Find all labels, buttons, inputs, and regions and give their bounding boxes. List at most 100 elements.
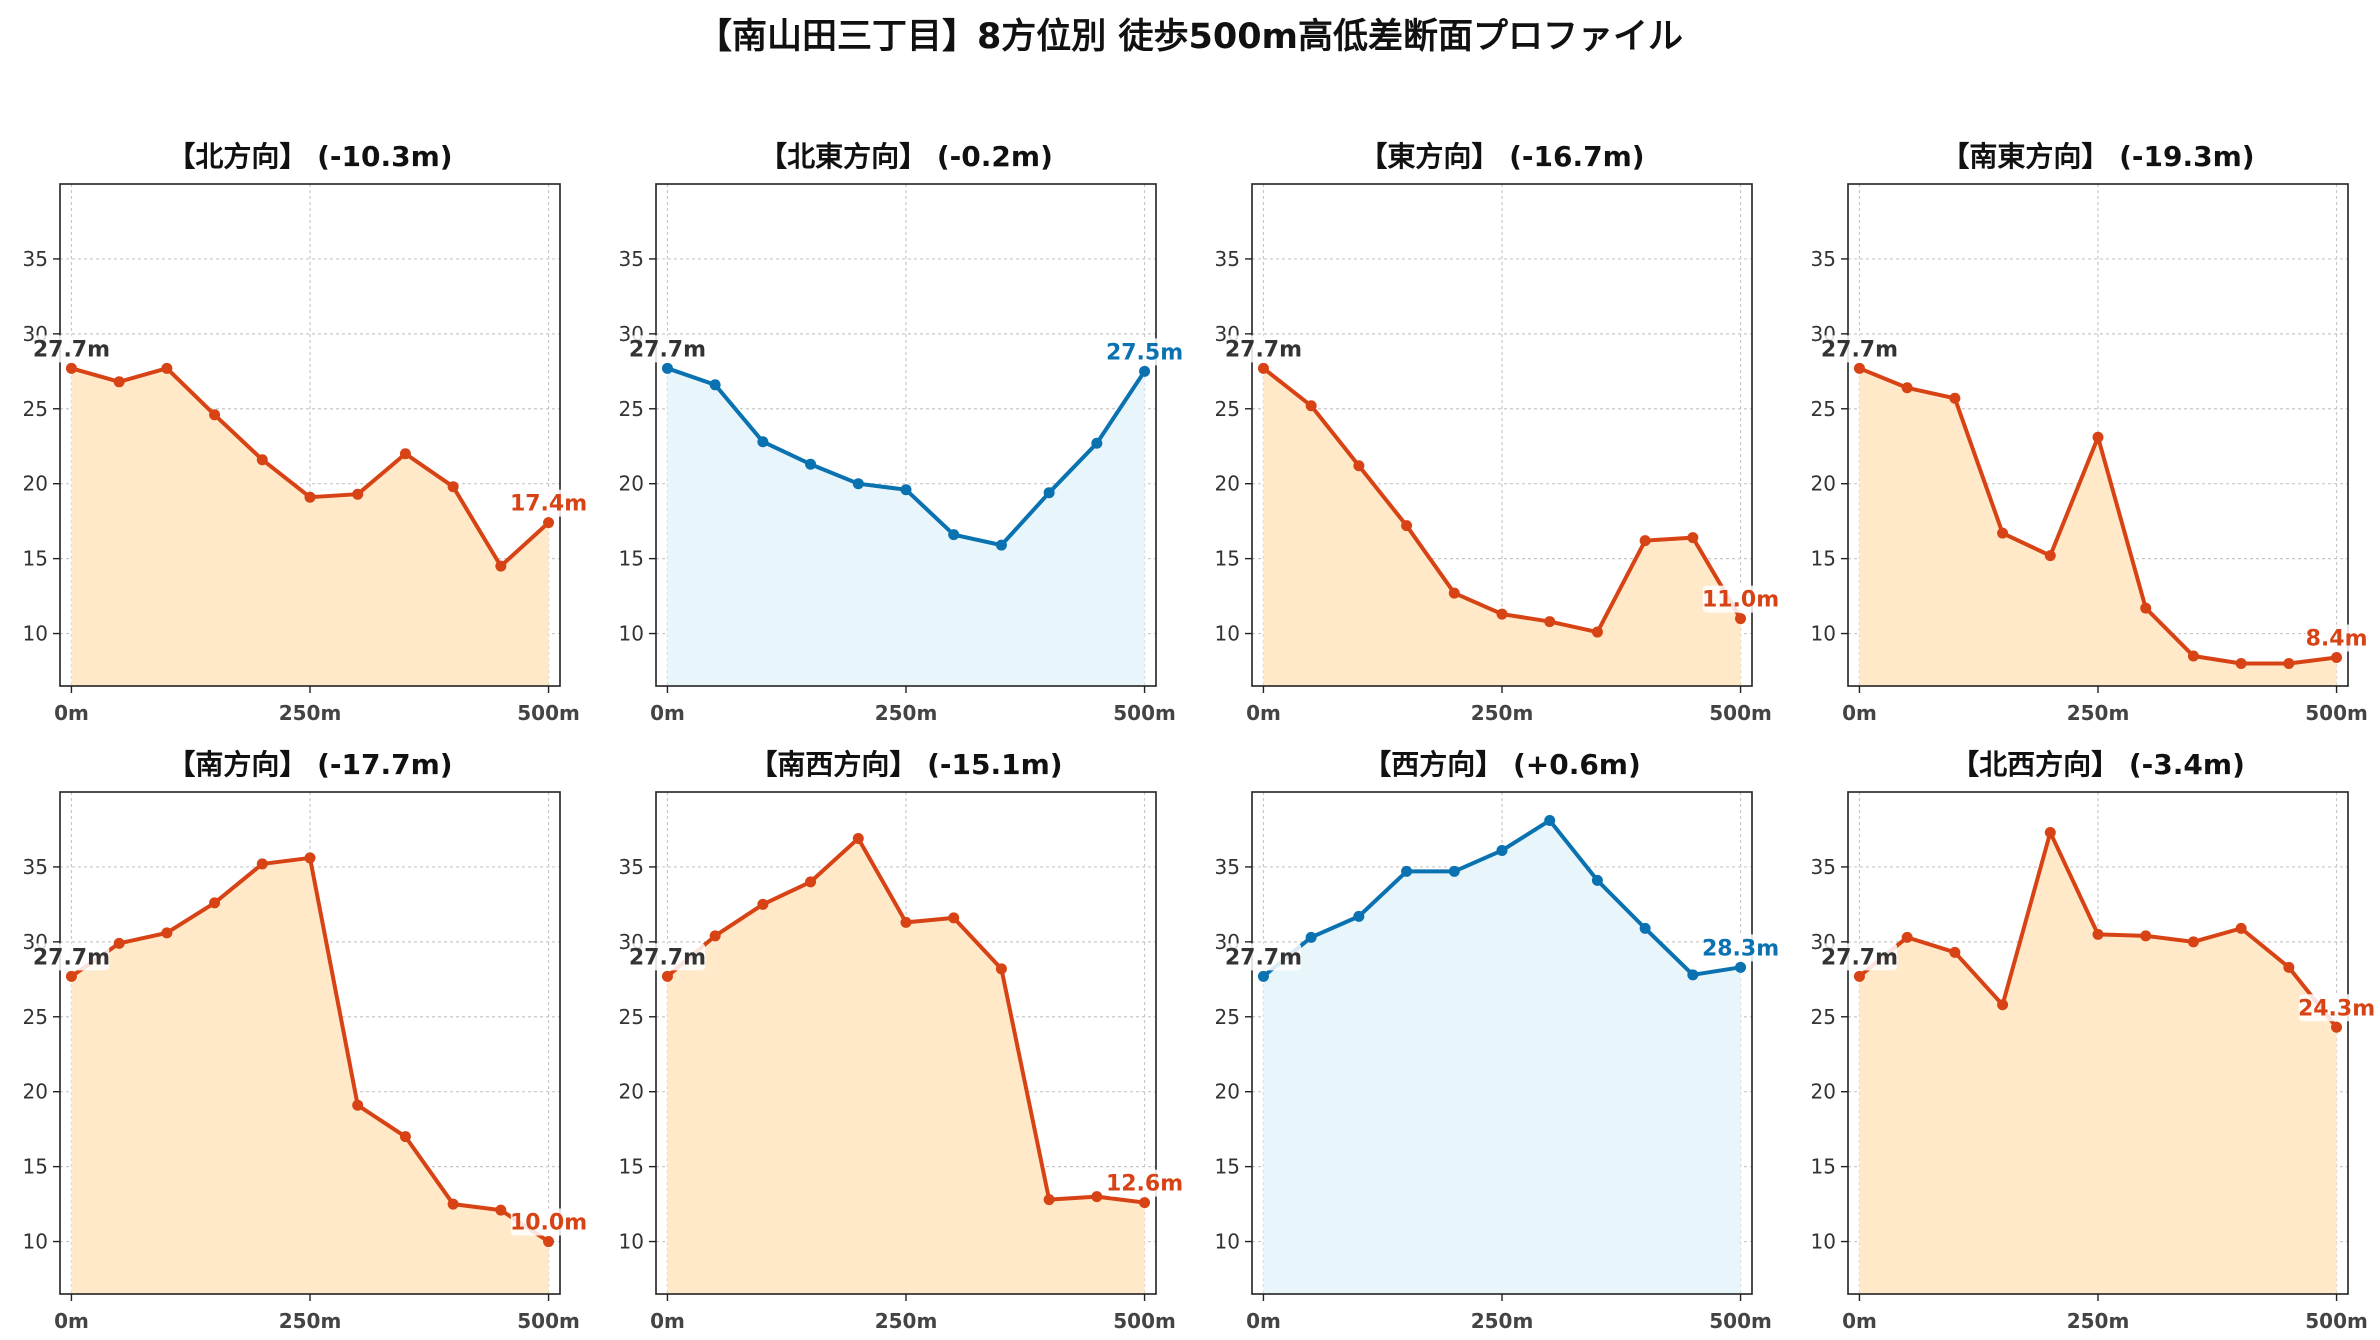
data-point [709,379,721,391]
elevation-area [667,368,1145,686]
data-point [543,517,555,529]
end-value-label-bg [2305,624,2368,652]
data-point [399,1131,411,1143]
x-tick-label: 0m [1246,1309,1281,1333]
x-tick-label: 0m [1246,701,1281,725]
start-value-label-bg [1821,943,1898,971]
data-point [1043,487,1055,499]
end-value-label: 10.0m [510,1211,587,1236]
data-point [852,478,864,490]
end-value-label-bg [1106,338,1183,366]
y-tick-label: 25 [23,397,48,421]
data-point [1901,931,1913,943]
y-tick-label: 35 [1811,247,1836,271]
data-point [2235,658,2247,670]
data-point [1139,365,1151,377]
x-tick-label: 0m [650,701,685,725]
data-point [900,916,912,928]
data-point [113,937,125,949]
data-point [661,362,673,374]
data-point [352,488,364,500]
data-point [1448,865,1460,877]
x-tick-label: 250m [875,1309,938,1333]
y-tick-label: 15 [1811,547,1836,571]
data-point [1305,400,1317,412]
data-point [1496,608,1508,620]
y-tick-label: 15 [23,547,48,571]
data-point [399,448,411,460]
y-tick-label: 10 [1811,1230,1836,1254]
data-point [65,362,77,374]
data-point [1448,587,1460,599]
x-tick-label: 250m [2067,1309,2130,1333]
y-tick-label: 35 [1215,855,1240,879]
data-point [2283,658,2295,670]
start-value-label-bg [1225,335,1302,363]
elevation-area [1859,368,2337,686]
x-tick-label: 250m [2067,701,2130,725]
data-point [852,832,864,844]
data-point [2331,652,2343,664]
end-value-label-bg [1702,934,1779,962]
start-value-label: 27.7m [629,945,706,970]
y-tick-label: 35 [23,855,48,879]
data-point [161,927,173,939]
data-point [209,409,221,421]
data-point [1496,844,1508,856]
data-point [1639,535,1651,547]
x-tick-label: 0m [54,1309,89,1333]
data-point [1901,382,1913,394]
data-point [113,376,125,388]
data-point [2140,930,2152,942]
data-point [1591,626,1603,638]
y-tick-label: 20 [619,1080,644,1104]
x-tick-label: 500m [1709,1309,1772,1333]
data-point [2331,1021,2343,1033]
y-tick-label: 15 [619,1155,644,1179]
data-point [209,897,221,909]
end-value-label-bg [510,1208,587,1236]
data-point [1043,1194,1055,1206]
y-tick-label: 10 [23,1230,48,1254]
data-point [1139,1197,1151,1209]
start-value-label: 27.7m [1821,945,1898,970]
data-point [543,1236,555,1248]
data-point [1544,616,1556,628]
y-tick-label: 15 [619,547,644,571]
data-point [1257,362,1269,374]
data-point [995,963,1007,975]
data-point [1401,865,1413,877]
data-point [757,436,769,448]
x-tick-label: 0m [54,701,89,725]
data-point [1305,931,1317,943]
end-value-label-bg [510,489,587,517]
data-point [948,529,960,541]
figure-title: 【南山田三丁目】8方位別 徒歩500m高低差断面プロファイル [696,17,1684,57]
x-tick-label: 500m [1113,1309,1176,1333]
y-tick-label: 25 [619,1005,644,1029]
y-tick-label: 15 [1215,547,1240,571]
y-tick-label: 25 [1215,397,1240,421]
y-tick-label: 25 [619,397,644,421]
data-point [304,491,316,503]
y-tick-label: 15 [1215,1155,1240,1179]
data-point [161,362,173,374]
x-tick-label: 0m [1842,701,1877,725]
start-value-label-bg [1821,335,1898,363]
y-tick-label: 35 [619,247,644,271]
x-tick-label: 500m [517,1309,580,1333]
data-point [1353,460,1365,472]
panel-title: 【東方向】 (-16.7m) [1359,140,1644,173]
start-value-label: 27.7m [33,337,110,362]
y-tick-label: 10 [23,622,48,646]
data-point [1687,969,1699,981]
data-point [709,930,721,942]
y-tick-label: 35 [619,855,644,879]
x-tick-label: 250m [1471,1309,1534,1333]
data-point [1949,392,1961,404]
